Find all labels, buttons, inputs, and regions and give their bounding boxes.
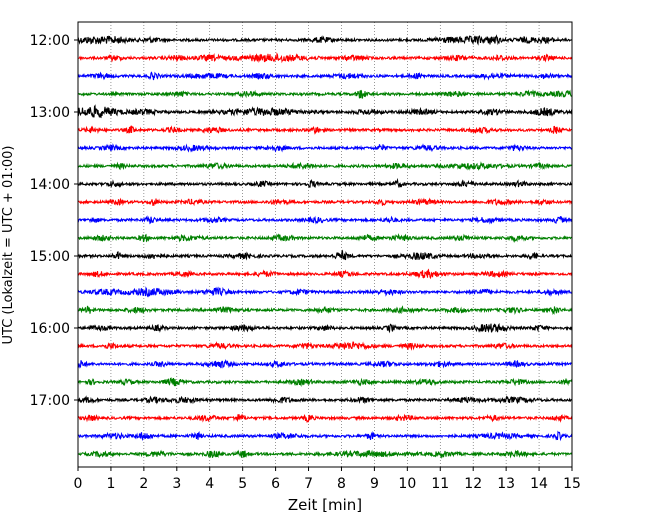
x-axis-ticks: 0 1 2 3 4 5 6 7 8 9 10 11 12 13 14 15 xyxy=(74,467,581,492)
y-tick-label: 14:00 xyxy=(30,177,70,193)
x-tick-label: 1 xyxy=(106,476,115,492)
trace-14:00 xyxy=(77,177,573,189)
x-tick-label: 4 xyxy=(205,476,214,492)
trace-13:45 xyxy=(77,161,573,171)
x-tick-label: 6 xyxy=(271,476,280,492)
trace-13:00 xyxy=(77,104,573,119)
trace-12:30 xyxy=(77,71,573,81)
trace-13:15 xyxy=(77,125,573,135)
x-tick-label: 9 xyxy=(370,476,379,492)
x-tick-label: 5 xyxy=(238,476,247,492)
y-tick-label: 12:00 xyxy=(30,33,70,49)
trace-16:30 xyxy=(77,359,573,369)
trace-12:00 xyxy=(77,34,573,46)
x-tick-label: 11 xyxy=(431,476,449,492)
grid-lines xyxy=(110,22,540,467)
trace-14:15 xyxy=(77,197,573,207)
x-tick-label: 14 xyxy=(530,476,548,492)
trace-12:45 xyxy=(77,89,573,99)
trace-14:45 xyxy=(77,233,573,244)
trace-15:45 xyxy=(77,305,573,316)
x-tick-label: 15 xyxy=(563,476,581,492)
trace-17:00 xyxy=(77,395,573,405)
trace-17:45 xyxy=(77,449,573,459)
x-tick-label: 7 xyxy=(304,476,313,492)
y-tick-label: 15:00 xyxy=(30,249,70,265)
trace-15:00 xyxy=(77,249,573,261)
trace-17:15 xyxy=(77,413,573,423)
traces xyxy=(77,34,573,459)
y-axis-label: UTC (Lokalzeit = UTC + 01:00) xyxy=(1,146,16,345)
trace-17:30 xyxy=(77,430,573,442)
y-tick-label: 13:00 xyxy=(30,105,70,121)
y-tick-label: 17:00 xyxy=(30,393,70,409)
trace-13:30 xyxy=(77,143,573,153)
x-tick-label: 12 xyxy=(464,476,482,492)
y-tick-label: 16:00 xyxy=(30,321,70,337)
x-tick-label: 3 xyxy=(172,476,181,492)
plot-frame xyxy=(77,21,573,468)
trace-14:30 xyxy=(77,215,573,225)
trace-12:15 xyxy=(77,52,573,64)
x-tick-label: 2 xyxy=(139,476,148,492)
x-tick-label: 13 xyxy=(497,476,515,492)
trace-15:30 xyxy=(77,286,573,298)
x-tick-label: 10 xyxy=(398,476,416,492)
trace-16:45 xyxy=(77,377,573,387)
trace-15:15 xyxy=(77,268,573,280)
y-axis-ticks: 12:00 13:00 14:00 15:00 16:00 17:00 xyxy=(30,33,78,409)
x-axis-label: Zeit [min] xyxy=(288,496,362,514)
trace-16:15 xyxy=(77,341,573,351)
x-tick-label: 0 xyxy=(74,476,83,492)
x-tick-label: 8 xyxy=(337,476,346,492)
trace-16:00 xyxy=(77,323,573,334)
